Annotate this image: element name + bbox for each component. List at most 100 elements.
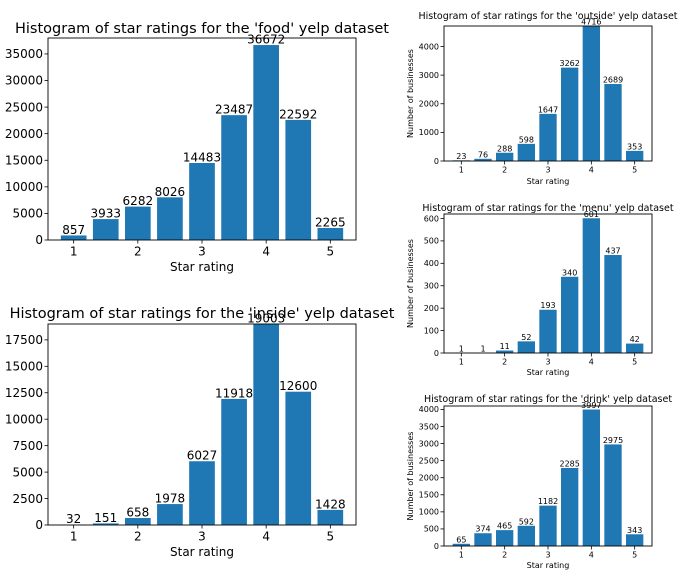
y-tick-label: 12500 <box>5 386 43 400</box>
x-tick-label: 3 <box>545 166 550 175</box>
bar <box>92 523 119 525</box>
bar-value-label: 11 <box>500 342 510 351</box>
bar <box>496 350 514 353</box>
bar-value-label: 598 <box>519 135 534 144</box>
x-tick-label: 4 <box>262 530 270 544</box>
bar <box>517 341 535 353</box>
y-tick-label: 30000 <box>5 74 43 88</box>
bar <box>496 152 514 161</box>
bar <box>157 197 183 240</box>
x-axis-label: Star rating <box>527 177 570 186</box>
bar <box>474 158 492 161</box>
x-tick-label: 2 <box>134 245 142 259</box>
bar <box>582 409 600 546</box>
bar <box>221 115 247 240</box>
y-tick-label: 0 <box>434 542 439 551</box>
bar <box>604 84 622 161</box>
bar-value-label: 343 <box>627 526 642 535</box>
x-axis-label: Star rating <box>170 545 234 559</box>
x-tick-label: 4 <box>589 166 594 175</box>
bar <box>517 525 535 546</box>
chart-title: Histogram of star ratings for the 'food'… <box>15 21 389 37</box>
bar <box>582 218 600 353</box>
x-tick-label: 3 <box>198 530 206 544</box>
bar <box>317 509 344 525</box>
y-axis-label: Number of businesses <box>406 239 415 328</box>
y-tick-label: 5000 <box>12 465 43 479</box>
bar-value-label: 857 <box>62 223 85 237</box>
bar <box>189 163 215 240</box>
x-tick-label: 1 <box>459 166 464 175</box>
bar-value-label: 2285 <box>559 459 579 468</box>
bar-value-label: 42 <box>630 335 640 344</box>
bar <box>317 227 344 240</box>
x-tick-label: 2 <box>502 551 507 560</box>
y-tick-label: 2000 <box>419 100 439 109</box>
y-tick-label: 15000 <box>5 153 43 167</box>
chart-food: Histogram of star ratings for the 'food'… <box>5 21 389 274</box>
bar <box>189 461 215 525</box>
bar-value-label: 374 <box>475 525 490 534</box>
bar-value-label: 592 <box>519 517 534 526</box>
bar <box>626 534 644 546</box>
chart-title: Histogram of star ratings for the 'insid… <box>10 306 395 322</box>
bar <box>221 398 247 525</box>
chart-title: Histogram of star ratings for the 'outsi… <box>418 11 677 22</box>
y-tick-label: 2000 <box>419 474 439 483</box>
x-tick-label: 3 <box>545 551 550 560</box>
bar <box>474 533 492 546</box>
bar <box>539 505 557 546</box>
bar-value-label: 22592 <box>279 107 317 121</box>
bar-value-label: 8026 <box>155 185 186 199</box>
x-tick-label: 4 <box>262 245 270 259</box>
bar <box>496 530 514 546</box>
bar <box>561 67 579 161</box>
y-tick-label: 10000 <box>5 412 43 426</box>
chart-drink: Histogram of star ratings for the 'drink… <box>406 394 672 570</box>
x-tick-label: 5 <box>632 551 637 560</box>
x-tick-label: 3 <box>545 358 550 367</box>
bar-value-label: 12600 <box>279 379 317 393</box>
bar-value-label: 340 <box>562 268 577 277</box>
y-tick-label: 1000 <box>419 128 439 137</box>
bar <box>539 113 557 161</box>
x-tick-label: 1 <box>459 358 464 367</box>
bar-value-label: 11918 <box>215 386 253 400</box>
bar <box>626 150 644 161</box>
y-axis-label: Number of businesses <box>406 49 415 138</box>
y-tick-label: 2500 <box>419 456 439 465</box>
y-tick-label: 100 <box>424 326 439 335</box>
bar-value-label: 32 <box>66 512 81 526</box>
bar-value-label: 3933 <box>90 207 121 221</box>
x-tick-label: 5 <box>632 166 637 175</box>
x-tick-label: 4 <box>589 358 594 367</box>
bar-value-label: 3997 <box>581 401 601 410</box>
chart-inside: Histogram of star ratings for the 'insid… <box>5 306 395 559</box>
y-tick-label: 2500 <box>12 492 43 506</box>
bar-value-label: 288 <box>497 144 512 153</box>
chart-title: Histogram of star ratings for the 'drink… <box>424 394 672 405</box>
bar-value-label: 65 <box>456 535 466 544</box>
bar-value-label: 2975 <box>603 436 623 445</box>
bar <box>626 343 644 353</box>
y-tick-label: 0 <box>434 157 439 166</box>
bar <box>253 45 279 240</box>
y-tick-label: 500 <box>424 237 439 246</box>
bar-value-label: 353 <box>627 142 642 151</box>
bar-value-label: 36672 <box>247 33 285 47</box>
chart-outside: Histogram of star ratings for the 'outsi… <box>406 11 678 186</box>
y-tick-label: 500 <box>424 525 439 534</box>
bar <box>92 219 119 240</box>
bar <box>253 323 279 525</box>
x-axis-label: Star rating <box>527 368 570 377</box>
bar <box>517 143 535 161</box>
y-tick-label: 25000 <box>5 100 43 114</box>
y-tick-label: 1500 <box>419 491 439 500</box>
bar-value-label: 3262 <box>559 59 579 68</box>
bar <box>582 26 600 161</box>
bar <box>157 504 183 525</box>
bar-value-label: 2689 <box>603 76 623 85</box>
y-tick-label: 0 <box>35 518 43 532</box>
bar-value-label: 19003 <box>247 311 285 325</box>
y-tick-label: 3000 <box>419 71 439 80</box>
